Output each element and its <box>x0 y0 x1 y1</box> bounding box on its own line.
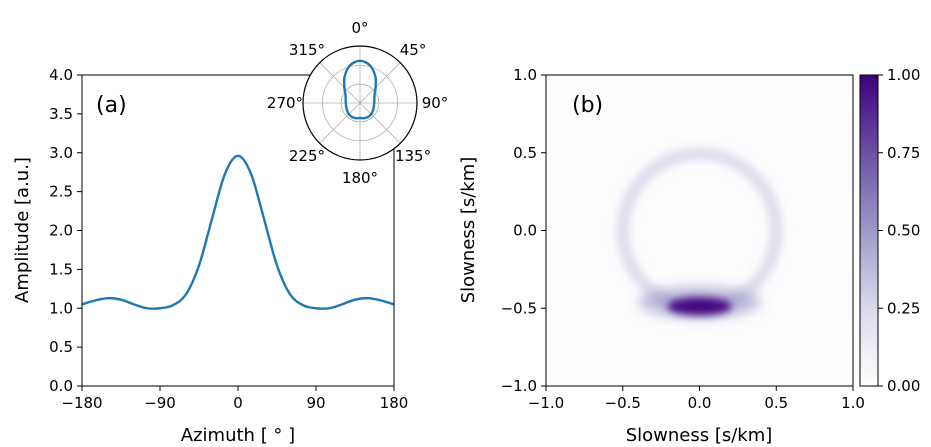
panel-a-x-tick-label: 180 <box>380 394 409 412</box>
panel-b-y-tick-label: 0.5 <box>513 144 537 162</box>
panel-a-y-tick-label: 4.0 <box>49 66 73 84</box>
panel-b-xlabel: Slowness [s/km] <box>626 425 773 446</box>
panel-b-x-tick-label: 1.0 <box>841 394 865 412</box>
panel-a-x-ticks: −180 −90 0 90 180 <box>61 386 408 412</box>
colorbar-tick-label: 0.00 <box>887 377 920 395</box>
panel-a-y-tick-label: 0.0 <box>49 377 73 395</box>
polar-direction-labels: 0° 45° 90° 135° 180° 225° 270° 315° <box>267 19 448 187</box>
panel-a-y-tick-label: 1.5 <box>49 260 73 278</box>
amplitude-line-0 <box>82 154 394 310</box>
panel-a-y-tick-label: 1.0 <box>49 299 73 317</box>
colorbar-ticks: 0.00 0.25 0.50 0.75 1.00 <box>878 66 920 395</box>
polar-direction-label: 225° <box>289 147 325 165</box>
colorbar-tick-label: 1.00 <box>887 66 920 84</box>
panel-b-x-tick-label: 0.0 <box>688 394 712 412</box>
panel-a-y-tick-label: 3.0 <box>49 144 73 162</box>
polar-grid <box>303 46 417 160</box>
panel-a-ylabel: Amplitude [a.u.] <box>12 157 33 303</box>
panel-b-x-ticks: −1.0 −0.5 0.0 0.5 1.0 <box>528 386 865 412</box>
slowness-peak <box>667 297 732 316</box>
polar-direction-label: 0° <box>351 19 368 37</box>
panel-b-label: (b) <box>572 93 603 118</box>
panel-a-x-tick-label: 0 <box>233 394 243 412</box>
panel-a-y-tick-label: 0.5 <box>49 338 73 356</box>
panel-a-series-layer <box>82 154 394 310</box>
panel-b-x-tick-label: −0.5 <box>605 394 641 412</box>
polar-amplitude-line <box>342 59 378 120</box>
panel-b-x-tick-label: 0.5 <box>764 394 788 412</box>
polar-direction-label: 270° <box>267 94 303 112</box>
colorbar: 0.00 0.25 0.50 0.75 1.00 <box>859 66 920 395</box>
polar-grid-spoke <box>319 62 361 104</box>
polar-grid-spoke <box>359 62 401 104</box>
panel-a-xlabel: Azimuth [ ° ] <box>181 425 295 446</box>
panel-b-y-tick-label: 0.0 <box>513 222 537 240</box>
polar-frame <box>302 45 418 161</box>
polar-grid-spoke <box>359 102 401 144</box>
panel-a-x-tick-label: 90 <box>306 394 325 412</box>
panel-b-y-tick-label: 1.0 <box>513 66 537 84</box>
colorbar-tick-label: 0.75 <box>887 144 920 162</box>
colorbar-tick-label: 0.50 <box>887 222 920 240</box>
panel-a-label: (a) <box>96 93 127 118</box>
panel-b-heatmap <box>615 146 784 319</box>
panel-a-y-tick-label: 2.5 <box>49 183 73 201</box>
panel-a-x-tick-label: −180 <box>61 394 102 412</box>
polar-direction-label: 135° <box>395 147 431 165</box>
polar-direction-label: 180° <box>342 169 378 187</box>
polar-direction-label: 315° <box>289 41 325 59</box>
panel-a-y-ticks: 0.0 0.5 1.0 1.5 2.0 2.5 3.0 3.5 4.0 <box>49 66 82 395</box>
panel-b-y-ticks: −1.0 −0.5 0.0 0.5 1.0 <box>501 66 546 395</box>
panel-b-y-tick-label: −0.5 <box>501 299 537 317</box>
polar-grid-spoke <box>319 102 361 144</box>
panel-b-x-tick-label: −1.0 <box>528 394 564 412</box>
panel-b-y-tick-label: −1.0 <box>501 377 537 395</box>
panel-a-x-tick-label: −90 <box>144 394 176 412</box>
panel-b-ylabel: Slowness [s/km] <box>458 157 479 304</box>
panel-a-y-tick-label: 3.5 <box>49 105 73 123</box>
polar-series-layer <box>342 59 378 120</box>
panel-b-plot-area <box>546 75 853 386</box>
polar-direction-label: 90° <box>422 94 449 112</box>
polar-direction-label: 45° <box>400 41 427 59</box>
colorbar-tick-label: 0.25 <box>887 299 920 317</box>
panel-b: −1.0 −0.5 0.0 0.5 1.0 −1.0−0.50.00.51.0 (b) … <box>458 66 865 446</box>
colorbar-gradient <box>859 74 879 387</box>
panel-a-y-tick-label: 2.0 <box>49 222 73 240</box>
polar-inset: 0° 45° 90° 135° 180° 225° 270° 315° <box>267 19 448 187</box>
